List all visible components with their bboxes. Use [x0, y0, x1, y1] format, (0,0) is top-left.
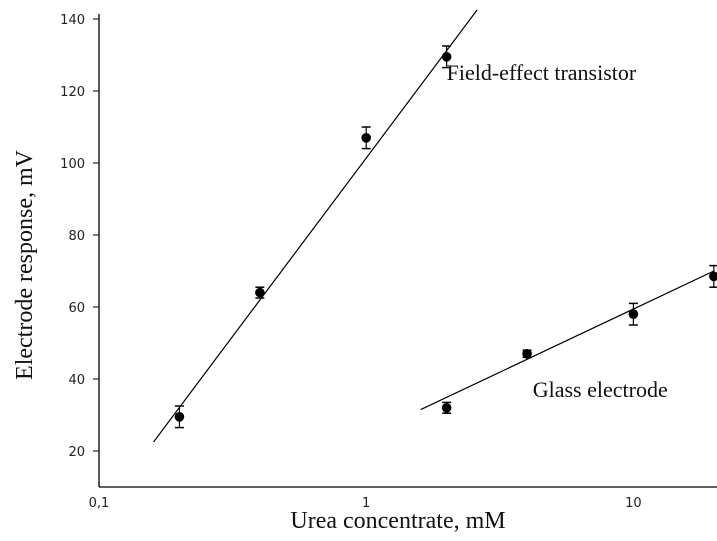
- y-tick-label: 20: [68, 445, 85, 460]
- y-axis-title: Electrode response, mV: [12, 149, 38, 380]
- data-point: [709, 271, 717, 282]
- annotations: Field-effect transistor Glass electrode: [447, 60, 668, 402]
- data-point: [628, 309, 639, 320]
- data-points: [174, 45, 717, 429]
- y-tick-label: 80: [68, 229, 85, 244]
- series-annotation: Glass electrode: [533, 377, 668, 402]
- x-tick-label: 1: [362, 496, 370, 511]
- y-tick-label: 40: [68, 373, 85, 388]
- fit-lines: [153, 9, 715, 443]
- axes: [98, 14, 717, 488]
- series-annotation: Field-effect transistor: [447, 60, 637, 85]
- data-point: [522, 349, 532, 359]
- x-tick-label: 0,1: [89, 496, 110, 511]
- data-point: [361, 133, 372, 143]
- y-tick-label: 140: [60, 13, 85, 28]
- y-tick-label: 100: [60, 157, 85, 172]
- data-point: [441, 52, 452, 62]
- fit-line: [153, 9, 478, 443]
- fit-line: [420, 270, 715, 411]
- x-tick-label: 10: [625, 496, 642, 511]
- y-tick-label: 60: [68, 301, 85, 316]
- x-axis-title: Urea concentrate, mM: [290, 508, 505, 534]
- data-point: [174, 412, 185, 422]
- ticks: 0,1 1 10 20 40 60 80 100 120 140: [60, 13, 642, 511]
- y-tick-label: 120: [60, 85, 85, 100]
- data-point: [441, 403, 452, 413]
- data-point: [255, 287, 265, 298]
